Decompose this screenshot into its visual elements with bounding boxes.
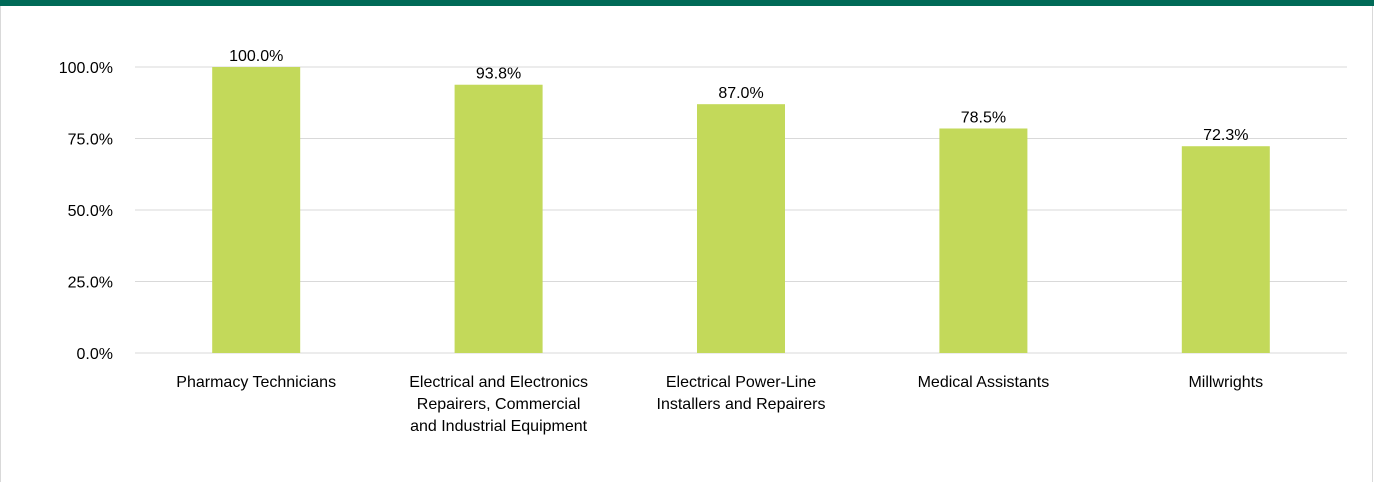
category-label: Electrical Power-Line [666, 374, 816, 391]
y-tick-label: 100.0% [59, 60, 113, 77]
data-label: 72.3% [1203, 127, 1248, 144]
data-label: 87.0% [718, 85, 763, 102]
top-accent-bar [0, 0, 1374, 6]
y-tick-label: 75.0% [68, 132, 113, 149]
bar [454, 84, 543, 354]
data-label: 100.0% [229, 48, 283, 65]
category-label: Millwrights [1188, 374, 1263, 391]
data-label: 78.5% [961, 109, 1006, 126]
category-label: Electrical and Electronics [409, 374, 588, 391]
bar [1181, 146, 1270, 353]
bar [939, 128, 1028, 353]
bar [697, 104, 785, 354]
category-label: Pharmacy Technicians [176, 374, 336, 391]
category-label: Repairers, Commercial [417, 396, 581, 413]
category-label: Installers and Repairers [657, 396, 826, 413]
y-tick-label: 25.0% [68, 275, 113, 292]
chart-frame [0, 6, 1373, 482]
category-label: and Industrial Equipment [410, 418, 588, 435]
y-tick-label: 50.0% [68, 203, 113, 220]
bar [212, 67, 301, 353]
y-tick-label: 0.0% [77, 346, 113, 363]
data-label: 93.8% [476, 66, 521, 83]
category-label: Medical Assistants [918, 374, 1050, 391]
